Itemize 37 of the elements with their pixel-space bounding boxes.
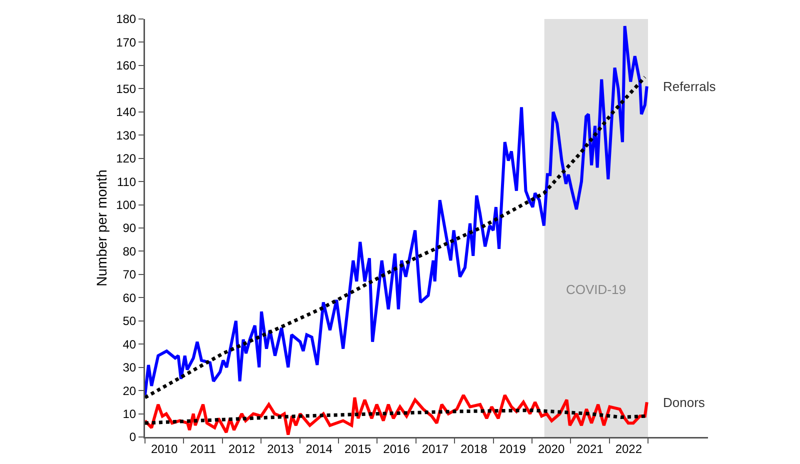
y-tick-label: 20 [122,384,136,398]
y-tick-label: 120 [116,152,136,166]
x-tick-label: 2012 [228,442,256,456]
y-tick-label: 100 [116,198,136,212]
y-tick-label: 180 [116,12,136,26]
y-tick-label: 130 [116,128,136,142]
y-tick-label: 110 [116,174,136,189]
y-tick-label: 150 [116,82,136,96]
y-tick-label: 160 [116,58,136,73]
series-label: Donors [663,395,706,410]
y-tick-label: 40 [122,337,136,352]
y-tick-label: 80 [122,244,136,258]
y-tick-label: 50 [122,314,136,328]
y-tick-label: 170 [116,35,136,50]
x-tick-label: 2015 [344,442,372,456]
x-tick-label: 2019 [499,442,526,456]
x-tick-label: 2022 [615,442,642,456]
x-tick-label: 2020 [538,442,565,456]
y-tick-label: 30 [122,360,136,375]
x-tick-label: 2010 [151,442,178,456]
y-tick-label: 10 [122,406,136,421]
x-tick-label: 2021 [576,442,604,456]
x-tick-label: 2017 [422,442,449,456]
x-tick-label: 2013 [267,442,294,456]
x-tick-label: 2014 [306,442,333,456]
y-tick-label: 70 [122,268,136,282]
band-label: COVID-19 [566,282,626,297]
x-tick-label: 2016 [383,442,410,456]
y-tick-label: 90 [122,221,136,236]
line-series [145,408,648,425]
y-tick-label: 0 [129,430,136,444]
y-tick-label: 140 [116,105,136,120]
x-tick-label: 2018 [460,442,488,456]
y-axis-title: Number per month [94,170,110,286]
series-label: Referrals [663,79,716,94]
x-tick-label: 2011 [190,442,216,456]
y-tick-label: 60 [122,290,136,305]
